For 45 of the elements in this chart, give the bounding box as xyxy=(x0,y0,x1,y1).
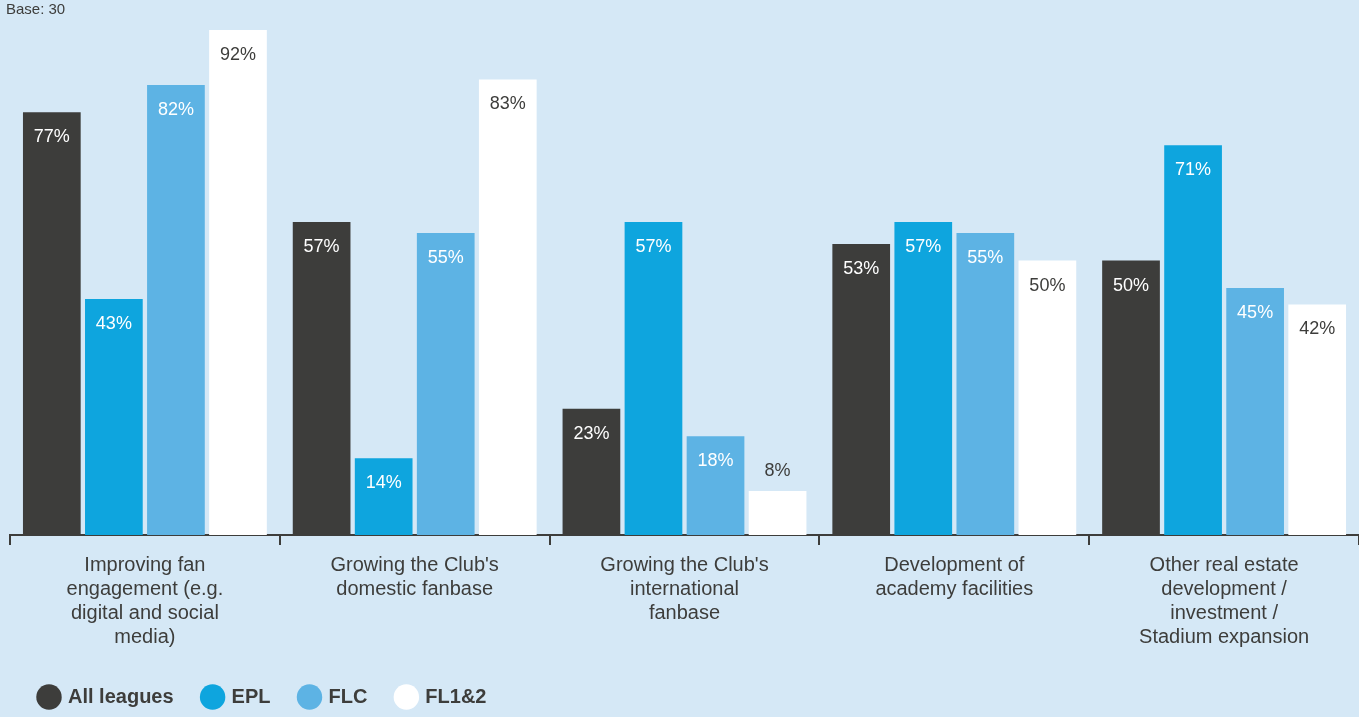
bar xyxy=(956,233,1015,535)
bar xyxy=(748,491,807,535)
data-label: 53% xyxy=(843,258,880,279)
bar xyxy=(686,436,745,535)
data-label: 23% xyxy=(573,422,610,443)
legend-label: FLC xyxy=(328,684,368,707)
data-label: 57% xyxy=(905,236,942,257)
bar xyxy=(1288,304,1347,535)
data-label: 45% xyxy=(1237,301,1274,322)
x-tick-label: Growing the Club's international fanbase xyxy=(600,552,769,623)
x-tick-label: Growing the Club's domestic fanbase xyxy=(330,552,499,599)
legend-label: EPL xyxy=(231,684,271,707)
bar xyxy=(478,79,537,535)
x-tick-label: Other real estate development / investment / Stadium expansion xyxy=(1139,552,1310,647)
data-label: 50% xyxy=(1029,274,1066,295)
data-label: 42% xyxy=(1299,318,1336,339)
text: Base: 30 xyxy=(6,0,66,17)
x-tick-label: Development of academy facilities xyxy=(875,552,1034,599)
bar xyxy=(85,298,143,535)
bar xyxy=(1226,287,1284,535)
data-label: 14% xyxy=(365,472,402,493)
data-label: 77% xyxy=(33,126,70,147)
bar xyxy=(624,222,683,535)
legend-label: FL1&2 xyxy=(425,684,487,707)
bar xyxy=(1164,145,1222,535)
bar xyxy=(147,84,205,535)
bar xyxy=(354,458,413,535)
bar xyxy=(894,222,953,535)
data-label: 50% xyxy=(1113,274,1150,295)
data-label: 18% xyxy=(697,450,734,471)
data-label: 55% xyxy=(427,247,464,268)
data-label: 8% xyxy=(764,460,791,481)
x-tick-label: Improving fan engagement (e.g. digital and social media) xyxy=(66,552,224,647)
bar xyxy=(209,30,267,535)
data-label: 83% xyxy=(489,93,526,114)
bar xyxy=(1018,260,1077,535)
data-label: 57% xyxy=(303,236,340,257)
data-label: 43% xyxy=(95,312,132,333)
data-label: 92% xyxy=(219,43,256,64)
data-label: 71% xyxy=(1175,159,1212,180)
data-label: 57% xyxy=(635,236,672,257)
data-label: 55% xyxy=(967,247,1004,268)
bar xyxy=(416,233,475,535)
data-label: 82% xyxy=(157,98,194,119)
legend-label: All leagues xyxy=(68,684,174,707)
